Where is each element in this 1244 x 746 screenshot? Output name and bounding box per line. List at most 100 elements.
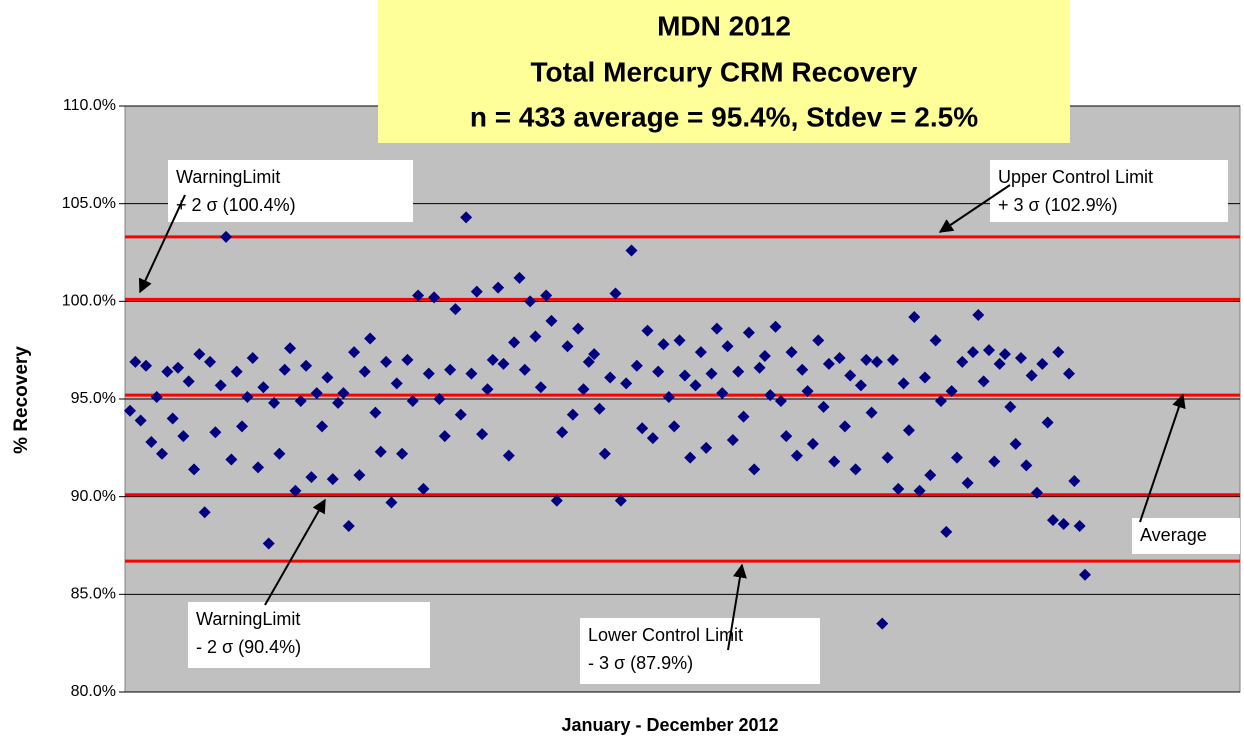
data-point bbox=[385, 496, 398, 509]
data-point bbox=[790, 449, 803, 462]
chart-title: n = 433 average = 95.4%, Stdev = 2.5% bbox=[470, 101, 978, 132]
data-point bbox=[262, 537, 275, 550]
data-point bbox=[529, 330, 542, 343]
data-point bbox=[604, 371, 617, 384]
data-point bbox=[988, 455, 1001, 468]
data-point bbox=[364, 332, 377, 345]
data-point bbox=[1025, 369, 1038, 382]
data-point bbox=[913, 484, 926, 497]
data-point bbox=[620, 377, 633, 390]
data-point bbox=[550, 494, 563, 507]
data-point bbox=[390, 377, 403, 390]
data-point bbox=[726, 434, 739, 447]
data-point bbox=[556, 426, 569, 439]
data-point bbox=[918, 371, 931, 384]
data-point bbox=[289, 484, 302, 497]
data-point bbox=[454, 408, 467, 421]
data-point bbox=[513, 271, 526, 284]
data-point bbox=[844, 369, 857, 382]
data-point bbox=[785, 346, 798, 359]
data-point bbox=[540, 289, 553, 302]
data-point bbox=[593, 402, 606, 415]
data-point bbox=[140, 359, 153, 372]
data-point bbox=[545, 314, 558, 327]
data-point bbox=[406, 394, 419, 407]
data-point bbox=[332, 396, 345, 409]
data-point bbox=[198, 506, 211, 519]
y-tick-label: 95.0% bbox=[71, 390, 116, 407]
data-point bbox=[566, 408, 579, 421]
data-point bbox=[460, 211, 473, 224]
annotation-box bbox=[580, 618, 820, 684]
data-point bbox=[710, 322, 723, 335]
data-point bbox=[465, 367, 478, 380]
data-point bbox=[230, 365, 243, 378]
annotation-text: - 3 σ (87.9%) bbox=[588, 653, 693, 673]
data-point bbox=[1036, 357, 1049, 370]
data-point bbox=[982, 344, 995, 357]
data-point bbox=[924, 469, 937, 482]
data-point bbox=[1079, 568, 1091, 581]
title-box bbox=[378, 0, 1070, 143]
data-point bbox=[769, 320, 782, 333]
data-point bbox=[1046, 514, 1059, 527]
data-point bbox=[561, 340, 574, 353]
data-point bbox=[161, 365, 174, 378]
data-point bbox=[572, 322, 585, 335]
data-point bbox=[182, 375, 195, 388]
data-point bbox=[833, 351, 846, 364]
y-tick-label: 80.0% bbox=[71, 683, 116, 700]
data-point bbox=[630, 359, 643, 372]
data-point bbox=[838, 420, 851, 433]
data-point bbox=[657, 338, 670, 351]
data-point bbox=[1009, 437, 1022, 450]
data-point bbox=[796, 363, 809, 376]
annotation-text: WarningLimit bbox=[196, 609, 300, 629]
data-point bbox=[614, 494, 627, 507]
data-point bbox=[273, 447, 286, 460]
data-point bbox=[193, 348, 206, 361]
data-point bbox=[582, 355, 595, 368]
y-tick-label: 85.0% bbox=[71, 586, 116, 603]
data-point bbox=[598, 447, 611, 460]
data-point bbox=[1052, 346, 1065, 359]
data-point bbox=[204, 355, 217, 368]
data-point bbox=[812, 334, 825, 347]
data-point bbox=[358, 365, 371, 378]
data-point bbox=[124, 404, 136, 417]
data-point bbox=[177, 430, 190, 443]
data-point bbox=[646, 432, 659, 445]
data-point bbox=[892, 482, 905, 495]
data-point bbox=[1057, 518, 1070, 531]
data-point bbox=[1014, 351, 1027, 364]
annotation-box bbox=[188, 602, 430, 668]
data-point bbox=[625, 244, 638, 257]
arrow bbox=[727, 563, 747, 651]
data-point bbox=[828, 455, 841, 468]
data-point bbox=[1041, 416, 1054, 429]
data-point bbox=[705, 367, 718, 380]
data-point bbox=[806, 437, 819, 450]
annotation-text: WarningLimit bbox=[176, 167, 280, 187]
data-point bbox=[1068, 475, 1081, 488]
data-point bbox=[374, 445, 387, 458]
data-point bbox=[652, 365, 665, 378]
y-tick-label: 90.0% bbox=[71, 488, 116, 505]
data-point bbox=[641, 324, 654, 337]
annotation-text: Upper Control Limit bbox=[998, 167, 1153, 187]
data-point bbox=[438, 430, 451, 443]
data-point bbox=[305, 471, 318, 484]
data-point bbox=[369, 406, 382, 419]
data-point bbox=[209, 426, 222, 439]
x-axis-label: January - December 2012 bbox=[561, 715, 778, 735]
data-point bbox=[849, 463, 862, 476]
data-point bbox=[801, 385, 814, 398]
data-point bbox=[225, 453, 238, 466]
y-tick-label: 110.0% bbox=[63, 97, 116, 114]
data-point bbox=[278, 363, 291, 376]
data-point bbox=[673, 334, 686, 347]
data-point bbox=[524, 295, 537, 308]
data-point bbox=[972, 309, 985, 322]
data-point bbox=[236, 420, 249, 433]
